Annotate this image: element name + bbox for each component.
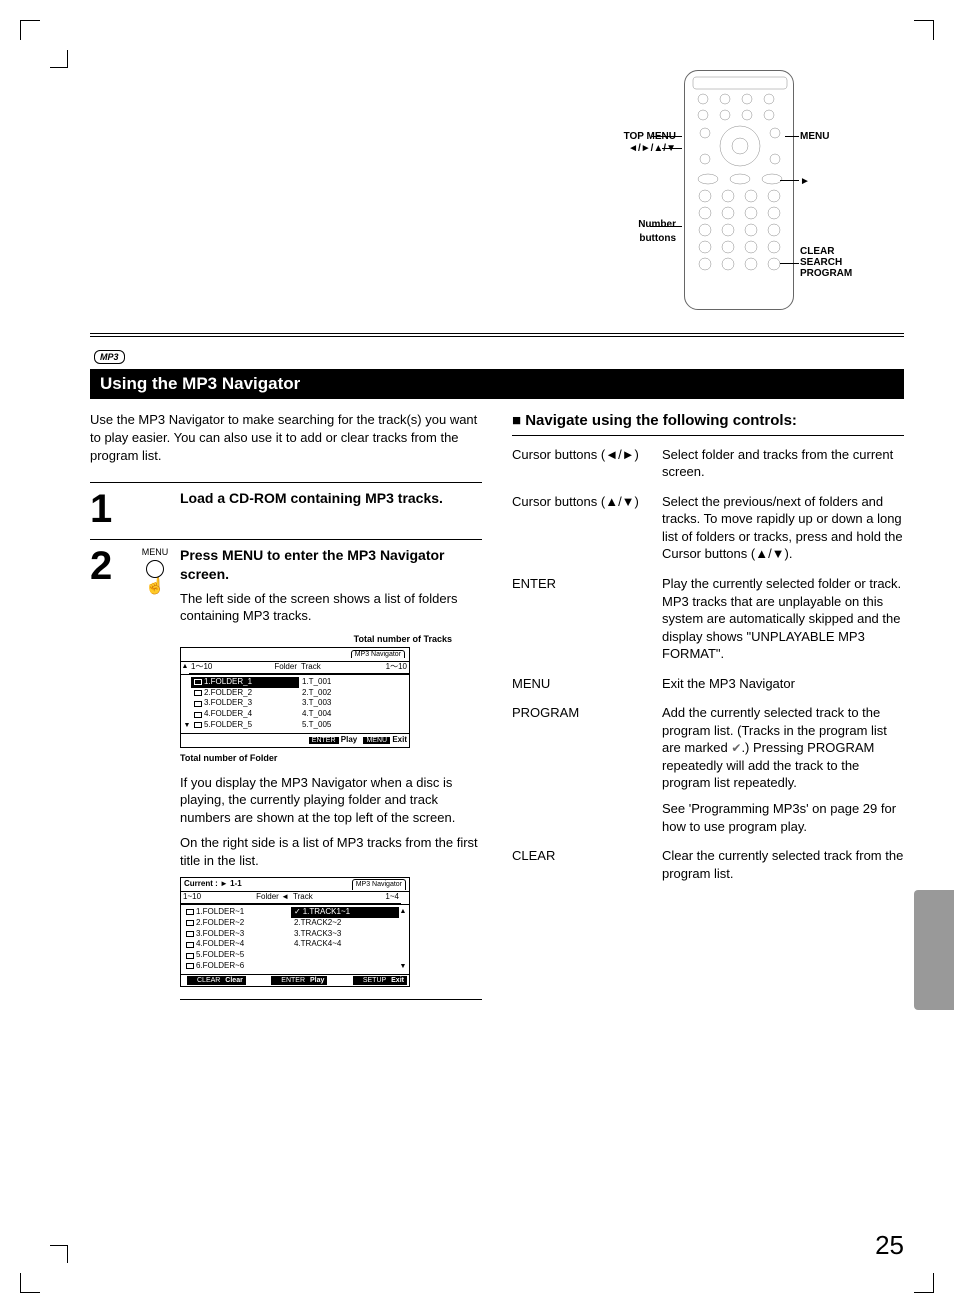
leader-line [650, 226, 682, 227]
step-2: 2 MENU ☝ Press MENU to enter the MP3 Nav… [90, 539, 482, 1000]
control-label: MENU [512, 675, 662, 693]
folder-item: 3.FOLDER~3 [183, 929, 291, 940]
hdr: 1~10 [183, 892, 201, 903]
nav-footer: CLEAR Clear ENTER Play SETUP Exit [181, 974, 409, 986]
menu-button-icon: MENU ☝ [130, 546, 180, 1000]
step-1: 1 Load a CD-ROM containing MP3 tracks. [90, 482, 482, 529]
folder-item: 3.FOLDER_3 [191, 698, 299, 709]
hand-icon: ☝ [130, 576, 180, 598]
control-row: ENTER Play the currently selected folder… [512, 575, 904, 663]
folder-item: 4.FOLDER~4 [183, 939, 291, 950]
section-title: Using the MP3 Navigator [90, 369, 904, 400]
folder-item: 1.FOLDER~1 [183, 907, 291, 918]
current-label: Current : ► 1-1 [184, 879, 242, 890]
control-desc: Select folder and tracks from the curren… [662, 446, 904, 481]
folder-item: 6.FOLDER~6 [183, 961, 291, 972]
track-item: 4.TRACK4~4 [291, 939, 399, 950]
left-column: Use the MP3 Navigator to make searching … [90, 411, 482, 1010]
hdr: 1～10 [386, 662, 407, 673]
hdr: 1～10 [191, 662, 212, 673]
crop-mark [20, 1273, 40, 1293]
mp3-badge: MP3 [94, 350, 125, 364]
folder-item: 2.FOLDER~2 [183, 918, 291, 929]
leader-line [785, 136, 799, 137]
control-label: PROGRAM [512, 704, 662, 835]
hdr: Folder [274, 662, 297, 673]
navigator-screenshot-1: MP3 Navigator ▲ 1～10Folder Track1～10 ▼ 1… [180, 647, 410, 747]
nav-tab: MP3 Navigator [351, 650, 405, 658]
divider [90, 336, 904, 337]
check-icon: ✔ [731, 740, 741, 756]
control-label: CLEAR [512, 847, 662, 882]
leader-line [662, 148, 682, 149]
control-label: Cursor buttons (▲/▼) [512, 493, 662, 563]
crop-mark [50, 1245, 68, 1263]
step-text: If you display the MP3 Navigator when a … [180, 774, 482, 827]
folder-item: 1.FOLDER_1 [191, 677, 299, 688]
remote-label-arrow-right: ► [800, 175, 810, 189]
leader-line [652, 136, 682, 137]
control-desc: Add the currently selected track to the … [662, 704, 904, 835]
controls-heading: ■ Navigate using the following controls: [512, 411, 904, 435]
remote-diagram: TOP MENU ◄/►/▲/▼ Number buttons MENU ► C… [90, 70, 904, 325]
remote-outline [684, 70, 794, 310]
hdr: Track [301, 662, 321, 673]
divider [180, 999, 482, 1000]
track-item: 2.T_002 [299, 688, 407, 699]
remote-label-menu: MENU [800, 130, 829, 144]
control-row: Cursor buttons (▲/▼) Select the previous… [512, 493, 904, 563]
leader-line [780, 180, 799, 181]
control-row: Cursor buttons (◄/►) Select folder and t… [512, 446, 904, 481]
page-number: 25 [875, 1228, 904, 1263]
track-item: 3.TRACK3~3 [291, 929, 399, 940]
folder-item: 5.FOLDER~5 [183, 950, 291, 961]
step-title: Press MENU to enter the MP3 Navigator sc… [180, 546, 482, 584]
crop-mark [20, 20, 40, 40]
crop-mark [50, 50, 68, 68]
caption-folders: Total number of Folder [180, 752, 482, 764]
track-item: 4.T_004 [299, 709, 407, 720]
control-desc: Clear the currently selected track from … [662, 847, 904, 882]
folder-item: 5.FOLDER_5 [191, 720, 299, 731]
folder-item: 2.FOLDER_2 [191, 688, 299, 699]
caption-tracks: Total number of Tracks [180, 633, 482, 645]
control-row: PROGRAM Add the currently selected track… [512, 704, 904, 835]
step-number: 1 [90, 489, 130, 529]
control-row: MENU Exit the MP3 Navigator [512, 675, 904, 693]
control-row: CLEAR Clear the currently selected track… [512, 847, 904, 882]
nav-footer: ENTER Play MENU Exit [181, 733, 409, 747]
hdr: 1~4 [385, 892, 399, 903]
crop-mark [914, 1273, 934, 1293]
remote-label-number: Number buttons [638, 218, 676, 245]
divider [90, 333, 904, 334]
step-number: 2 [90, 546, 130, 1000]
control-desc: Play the currently selected folder or tr… [662, 575, 904, 663]
nav-tab: MP3 Navigator [352, 879, 406, 890]
step-text: The left side of the screen shows a list… [180, 590, 482, 625]
hdr: Folder ◄ [256, 892, 289, 903]
leader-line [780, 263, 799, 264]
step-title: Load a CD-ROM containing MP3 tracks. [180, 489, 482, 508]
control-label: Cursor buttons (◄/►) [512, 446, 662, 481]
track-item: 3.T_003 [299, 698, 407, 709]
right-column: ■ Navigate using the following controls:… [512, 411, 904, 1010]
folder-item: 4.FOLDER_4 [191, 709, 299, 720]
remote-icon [685, 71, 795, 311]
track-item: 2.TRACK2~2 [291, 918, 399, 929]
control-label: ENTER [512, 575, 662, 663]
control-desc: Select the previous/next of folders and … [662, 493, 904, 563]
track-item: 5.T_005 [299, 720, 407, 731]
intro-text: Use the MP3 Navigator to make searching … [90, 411, 482, 464]
crop-mark [914, 20, 934, 40]
navigator-screenshot-2: Current : ► 1-1 MP3 Navigator 1~10 Folder… [180, 877, 410, 987]
step-text: On the right side is a list of MP3 track… [180, 834, 482, 869]
icon-label: MENU [142, 547, 169, 557]
remote-label-program: PROGRAM [800, 267, 852, 281]
side-tab [914, 890, 954, 1010]
track-item: 1.T_001 [299, 677, 407, 688]
track-item: ✓1.TRACK1~1 [291, 907, 399, 918]
hdr: Track [293, 892, 313, 903]
control-desc: Exit the MP3 Navigator [662, 675, 904, 693]
